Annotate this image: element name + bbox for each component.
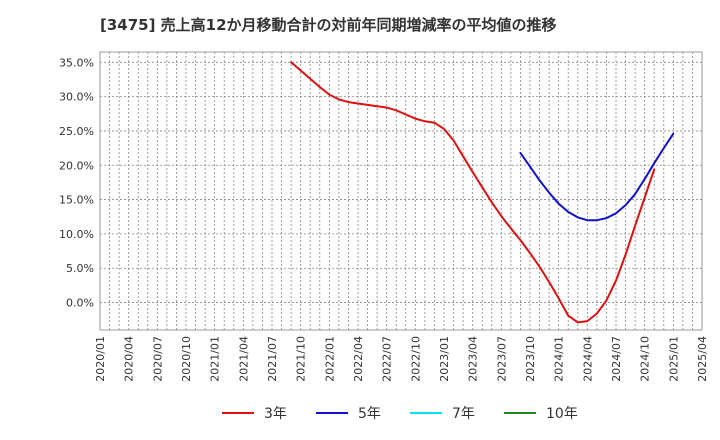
legend-item: 10年: [504, 406, 578, 422]
x-tick-label: 2024/07: [610, 336, 623, 382]
y-tick-label: 0.0%: [66, 297, 94, 310]
y-tick-label: 20.0%: [59, 159, 94, 172]
x-tick-label: 2025/01: [667, 336, 680, 382]
y-tick-label: 35.0%: [59, 56, 94, 69]
series-line-3年: [290, 61, 656, 324]
x-tick-label: 2020/07: [151, 336, 164, 382]
x-tick-label: 2024/01: [553, 336, 566, 382]
y-tick-label: 10.0%: [59, 228, 94, 241]
legend-item: 7年: [410, 406, 475, 422]
grid-lines: [100, 52, 702, 330]
legend-item: 5年: [316, 406, 381, 422]
chart-title: [3475] 売上高12か月移動合計の対前年同期増減率の平均値の推移: [100, 16, 557, 34]
x-tick-label: 2020/01: [94, 336, 107, 382]
y-tick-label: 5.0%: [66, 262, 94, 275]
x-tick-label: 2023/04: [467, 336, 480, 382]
legend-label: 5年: [358, 406, 381, 422]
y-tick-label: 30.0%: [59, 91, 94, 104]
x-tick-label: 2023/07: [495, 336, 508, 382]
x-tick-label: 2022/07: [381, 336, 394, 382]
x-tick-label: 2022/04: [352, 336, 365, 382]
x-tick-label: 2023/10: [524, 336, 537, 382]
series-lines: [290, 61, 675, 324]
x-tick-label: 2020/10: [180, 336, 193, 382]
x-axis-ticks: 2020/01 2020/04 2020/07 2020/10 2021/01 2021/…: [94, 336, 709, 382]
x-tick-label: 2021/01: [209, 336, 222, 382]
x-tick-label: 2024/10: [639, 336, 652, 382]
y-tick-label: 25.0%: [59, 125, 94, 138]
x-tick-label: 2024/04: [581, 336, 594, 382]
x-tick-label: 2021/07: [266, 336, 279, 382]
x-tick-label: 2021/10: [295, 336, 308, 382]
y-tick-label: 15.0%: [59, 194, 94, 207]
x-tick-label: 2023/01: [438, 336, 451, 382]
x-tick-label: 2025/04: [696, 336, 709, 382]
series-line-5年: [519, 132, 675, 222]
x-tick-label: 2022/01: [323, 336, 336, 382]
legend-item: 3年: [222, 406, 287, 422]
legend: 3年 5年 7年 10年: [222, 406, 578, 422]
x-tick-label: 2022/10: [409, 336, 422, 382]
plot-area-frame: [99, 51, 703, 331]
x-tick-label: 2020/04: [123, 336, 136, 382]
x-tick-label: 2021/04: [237, 336, 250, 382]
legend-label: 7年: [452, 406, 475, 422]
legend-label: 10年: [546, 406, 578, 422]
y-axis-ticks: 35.0% 30.0% 25.0% 20.0% 15.0% 10.0% 5.0% 0.0%: [59, 56, 94, 309]
legend-label: 3年: [264, 406, 287, 422]
